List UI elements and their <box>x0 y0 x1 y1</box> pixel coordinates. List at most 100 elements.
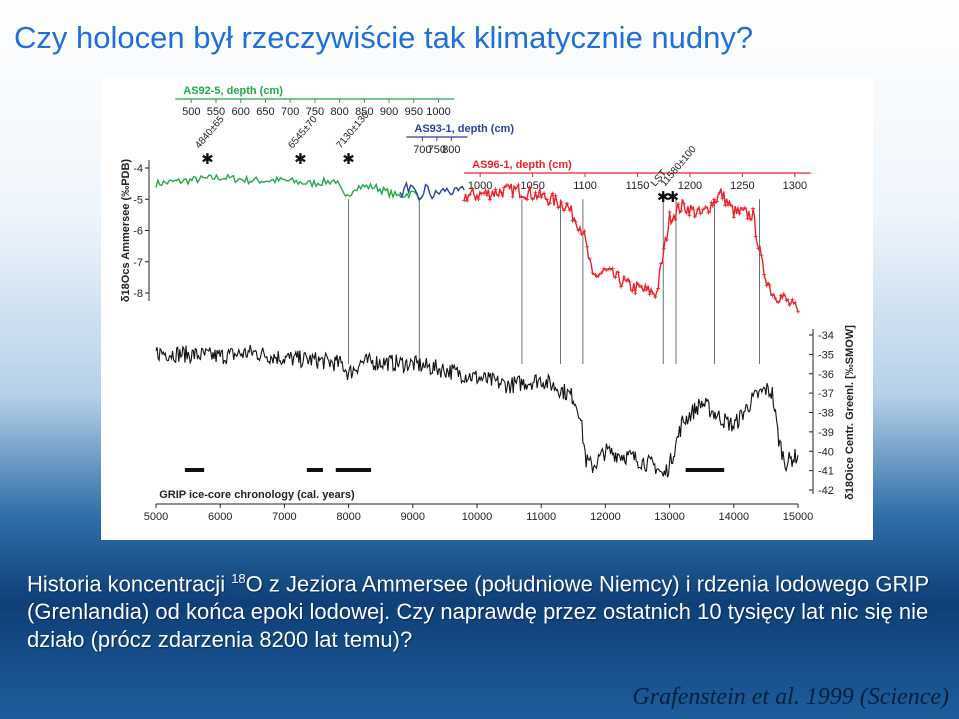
series-point-as96-1 <box>706 210 711 215</box>
series-point-as96-1 <box>610 266 615 271</box>
series-point-as96-1 <box>482 191 487 196</box>
series-point-as96-1 <box>762 272 767 277</box>
series-point-as96-1 <box>624 278 629 283</box>
series-point-as96-1 <box>470 186 475 191</box>
series-point-as96-1 <box>698 211 703 216</box>
top-tick-label: 750 <box>306 106 324 118</box>
series-point-as96-1 <box>690 206 695 211</box>
series-point-as96-1 <box>527 185 532 190</box>
left-tick-label: -6 <box>133 226 143 238</box>
left-tick-label: -7 <box>133 257 143 269</box>
top-tick-label: 500 <box>182 106 200 118</box>
series-point-as96-1 <box>676 202 681 207</box>
top-tick-label: 1000 <box>426 106 450 118</box>
top-tick-label: 750 <box>428 144 446 156</box>
series-point-as96-1 <box>661 246 666 251</box>
date-marker: ✱ <box>657 188 670 206</box>
series-point-as96-1 <box>599 271 604 276</box>
right-tick-label: -40 <box>818 446 834 458</box>
series-point-as96-1 <box>781 292 786 297</box>
series-point-as96-1 <box>550 191 555 196</box>
left-tick-label: -5 <box>133 194 143 206</box>
top-tick-label: 1100 <box>573 180 597 192</box>
series-point-as96-1 <box>647 292 652 297</box>
series-point-as96-1 <box>522 195 527 200</box>
top-tick-label: 600 <box>232 106 250 118</box>
series-point-as96-1 <box>499 190 504 195</box>
series-point-as96-1 <box>502 185 507 190</box>
series-point-as96-1 <box>656 286 661 291</box>
series-point-as96-1 <box>630 288 635 293</box>
series-point-as96-1 <box>692 214 697 219</box>
left-axis-label: δ18Ocs Ammersee (‰PDB) <box>120 159 132 303</box>
series-point-as96-1 <box>773 296 778 301</box>
top-tick-label: 1150 <box>626 180 650 192</box>
bottom-axis-label: GRIP ice-core chronology (cal. years) <box>159 489 355 501</box>
series-point-as96-1 <box>796 309 800 314</box>
series-point-as96-1 <box>507 186 512 191</box>
series-line-as93-1 <box>399 180 465 202</box>
top-tick-label: 1200 <box>678 180 702 192</box>
bottom-tick-label: 5000 <box>144 511 168 523</box>
series-point-as96-1 <box>644 287 649 292</box>
series-point-as96-1 <box>720 196 725 201</box>
series-point-as96-1 <box>553 193 558 198</box>
right-tick-label: -39 <box>818 427 834 439</box>
series-point-as96-1 <box>740 207 745 212</box>
series-point-as96-1 <box>723 203 728 208</box>
series-point-as96-1 <box>510 194 515 199</box>
caption-part2: O z Jeziora Ammersee (południowe Niemcy)… <box>27 571 929 653</box>
series-point-as96-1 <box>587 256 592 261</box>
series-point-as96-1 <box>627 279 632 284</box>
left-tick-label: -8 <box>133 288 143 300</box>
series-line-grip <box>155 344 799 478</box>
series-point-as96-1 <box>633 291 638 296</box>
chart-panel: AS92-5, depth (cm) 500 550 600 650 700 750 800 8… <box>101 77 873 540</box>
top-axis-label-1: AS93-1, depth (cm) <box>414 123 514 135</box>
series-point-as96-1 <box>573 219 578 224</box>
series-point-as96-1 <box>601 266 606 271</box>
series-point-as96-1 <box>756 246 761 251</box>
top-tick-label: 800 <box>330 106 348 118</box>
left-tick-label: -4 <box>133 163 143 175</box>
top-tick-label: 700 <box>413 144 431 156</box>
series-point-as96-1 <box>770 293 775 298</box>
series-point-as96-1 <box>524 197 529 202</box>
series-point-as96-1 <box>465 198 470 203</box>
series-point-as96-1 <box>714 199 719 204</box>
top-tick-label: 1050 <box>520 180 544 192</box>
series-point-as96-1 <box>767 283 772 288</box>
series-point-as96-1 <box>717 190 722 195</box>
series-point-as96-1 <box>533 190 538 195</box>
series-point-as96-1 <box>496 193 501 198</box>
series-point-as96-1 <box>778 293 783 298</box>
series-point-as96-1 <box>703 204 708 209</box>
series-point-as96-1 <box>712 197 717 202</box>
series-point-as96-1 <box>659 261 664 266</box>
bottom-tick-label: 6000 <box>208 511 232 523</box>
series-point-as96-1 <box>547 201 552 206</box>
series-point-as96-1 <box>790 297 795 302</box>
series-point-as96-1 <box>536 194 541 199</box>
series-point-as96-1 <box>539 195 544 200</box>
isotope-chart: AS92-5, depth (cm)500 550 600 650 700 750 800 8… <box>120 85 856 523</box>
series-point-as96-1 <box>504 183 509 188</box>
series-point-as96-1 <box>742 205 747 210</box>
top-tick-label: 950 <box>405 106 423 118</box>
bottom-tick-label: 15000 <box>783 511 814 523</box>
series-point-as96-1 <box>582 229 587 234</box>
series-point-as96-1 <box>562 208 567 213</box>
right-tick-label: -37 <box>818 388 834 400</box>
series-point-as96-1 <box>544 197 549 202</box>
series-point-as96-1 <box>519 194 524 199</box>
series-point-as96-1 <box>530 197 535 202</box>
period-bar <box>184 468 205 472</box>
top-tick-label: 850 <box>355 106 373 118</box>
series-point-as96-1 <box>681 201 686 206</box>
series-point-as96-1 <box>650 290 655 295</box>
top-tick-label: 1300 <box>783 180 807 192</box>
series-point-as96-1 <box>542 191 547 196</box>
series-point-as96-1 <box>745 216 750 221</box>
series-point-as96-1 <box>467 192 472 197</box>
citation: Grafenstein et al. 1999 (Science) <box>632 684 949 710</box>
